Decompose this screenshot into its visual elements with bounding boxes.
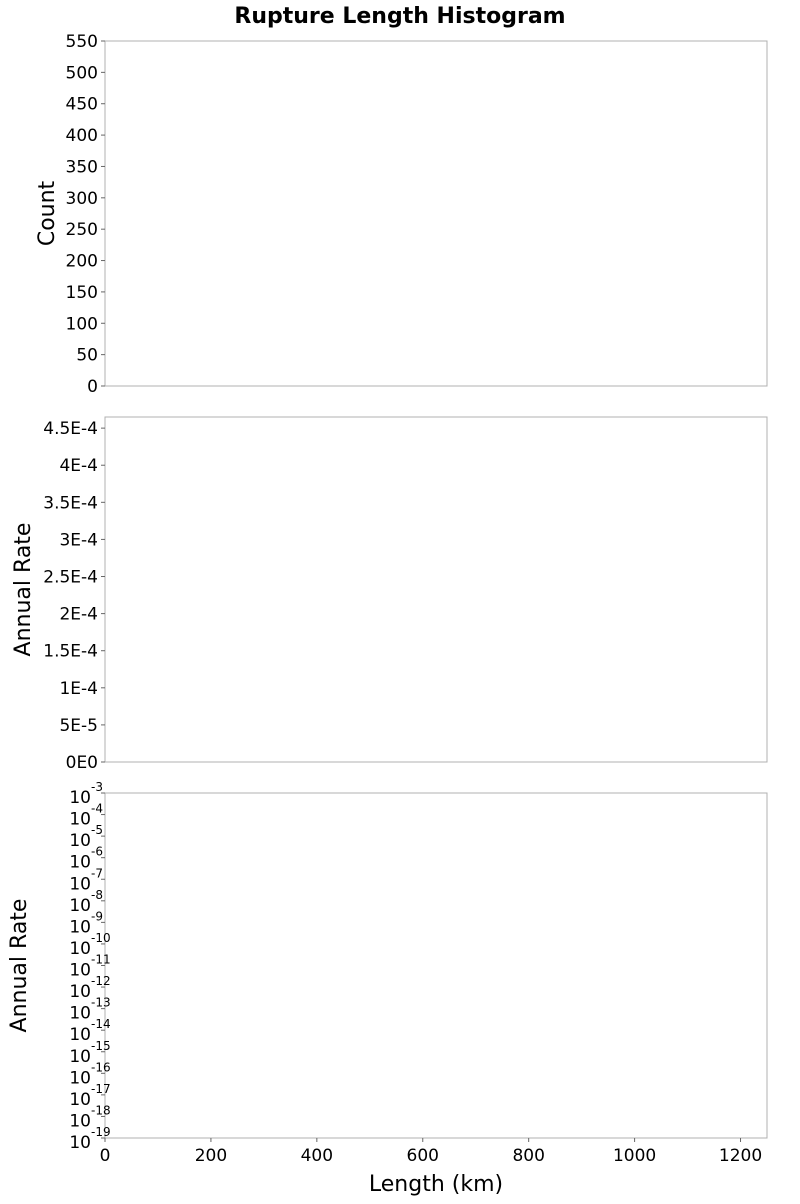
chart-title: Rupture Length Histogram xyxy=(234,4,565,29)
y-tick-label: 10 xyxy=(69,896,91,916)
y-tick-exponent: -10 xyxy=(91,931,111,945)
y-tick-label: 350 xyxy=(66,157,98,177)
y-tick-label: 10 xyxy=(69,810,91,830)
y-tick-label: 10 xyxy=(69,1068,91,1088)
x-axis: 0 200 400 600 800 1000 1200 xyxy=(100,1138,762,1166)
y-tick-exponent: -12 xyxy=(91,974,111,988)
y-tick-label: 10 xyxy=(69,788,91,808)
y-tick-label: 10 xyxy=(69,1004,91,1024)
y-tick-label: 200 xyxy=(66,252,98,272)
y-tick-label: 5E-5 xyxy=(59,716,98,736)
y-tick-exponent: -14 xyxy=(91,1017,111,1031)
x-tick-label: 1000 xyxy=(613,1146,656,1166)
y-tick-label: 10 xyxy=(69,853,91,873)
y-tick-label: 3.5E-4 xyxy=(43,493,98,513)
y-tick-label: 10 xyxy=(69,961,91,981)
y-tick-exponent: -7 xyxy=(91,866,103,880)
y-tick-label: 550 xyxy=(66,32,98,52)
y-tick-exponent: -11 xyxy=(91,953,111,967)
y-tick-label: 2.5E-4 xyxy=(43,568,98,588)
y-tick-label: 150 xyxy=(66,283,98,303)
y-axis-label: Count xyxy=(35,180,60,246)
y-tick-exponent: -18 xyxy=(91,1103,111,1117)
x-tick-label: 1200 xyxy=(719,1146,762,1166)
count-panel: 0 50 100 150 200 250 300 350 400 450 500 550 Count xyxy=(35,32,768,397)
plot-frame xyxy=(104,792,768,1139)
y-tick-label: 10 xyxy=(69,939,91,959)
y-axis-label: Annual Rate xyxy=(11,523,36,657)
plot-frame xyxy=(104,416,768,763)
y-tick-label: 450 xyxy=(66,95,98,115)
y-tick-label: 10 xyxy=(69,1090,91,1110)
y-tick-label: 10 xyxy=(69,1133,91,1153)
y-tick-label: 0 xyxy=(87,377,98,397)
x-tick-label: 200 xyxy=(195,1146,227,1166)
y-tick-exponent: -17 xyxy=(91,1082,111,1096)
y-tick-exponent: -4 xyxy=(91,802,103,816)
y-tick-label: 10 xyxy=(69,1025,91,1045)
y-tick-exponent: -13 xyxy=(91,996,111,1010)
x-tick-label: 600 xyxy=(407,1146,439,1166)
y-tick-label: 1E-4 xyxy=(59,679,98,699)
y-tick-exponent: -8 xyxy=(91,888,103,902)
x-tick-label: 400 xyxy=(301,1146,333,1166)
y-tick-label: 0E0 xyxy=(66,753,98,773)
x-axis-label: Length (km) xyxy=(369,1172,503,1197)
y-axis-label: Annual Rate xyxy=(7,899,32,1033)
y-tick-label: 4.5E-4 xyxy=(43,419,98,439)
y-tick-label: 4E-4 xyxy=(59,456,98,476)
y-tick-label: 10 xyxy=(69,831,91,851)
y-tick-label: 100 xyxy=(66,314,98,334)
y-tick-exponent: -15 xyxy=(91,1039,111,1053)
y-tick-label: 500 xyxy=(66,63,98,83)
y-tick-label: 400 xyxy=(66,126,98,146)
y-tick-label: 300 xyxy=(66,189,98,209)
annual-rate-linear-panel: 0E0 5E-5 1E-4 1.5E-4 2E-4 2.5E-4 3E-4 3.5E-4 4E-… xyxy=(11,416,768,773)
y-tick-label: 10 xyxy=(69,874,91,894)
y-tick-label: 2E-4 xyxy=(59,605,98,625)
y-tick-label: 1.5E-4 xyxy=(43,642,98,662)
x-tick-label: 800 xyxy=(512,1146,544,1166)
y-tick-exponent: -9 xyxy=(91,909,103,923)
y-tick-label: 50 xyxy=(76,346,98,366)
y-tick-exponent: -5 xyxy=(91,823,103,837)
x-tick-label: 0 xyxy=(100,1146,111,1166)
y-tick-label: 10 xyxy=(69,1047,91,1067)
y-tick-exponent: -3 xyxy=(91,780,103,794)
y-tick-label: 10 xyxy=(69,917,91,937)
y-tick-label: 250 xyxy=(66,220,98,240)
y-tick-label: 10 xyxy=(69,1111,91,1131)
plot-frame xyxy=(104,40,768,387)
y-tick-exponent: -19 xyxy=(91,1125,111,1139)
y-tick-exponent: -6 xyxy=(91,845,103,859)
y-tick-exponent: -16 xyxy=(91,1060,111,1074)
y-tick-label: 3E-4 xyxy=(59,530,98,550)
annual-rate-log-panel: 10-310-410-510-610-710-810-910-1010-1110… xyxy=(7,780,768,1153)
y-tick-label: 10 xyxy=(69,982,91,1002)
